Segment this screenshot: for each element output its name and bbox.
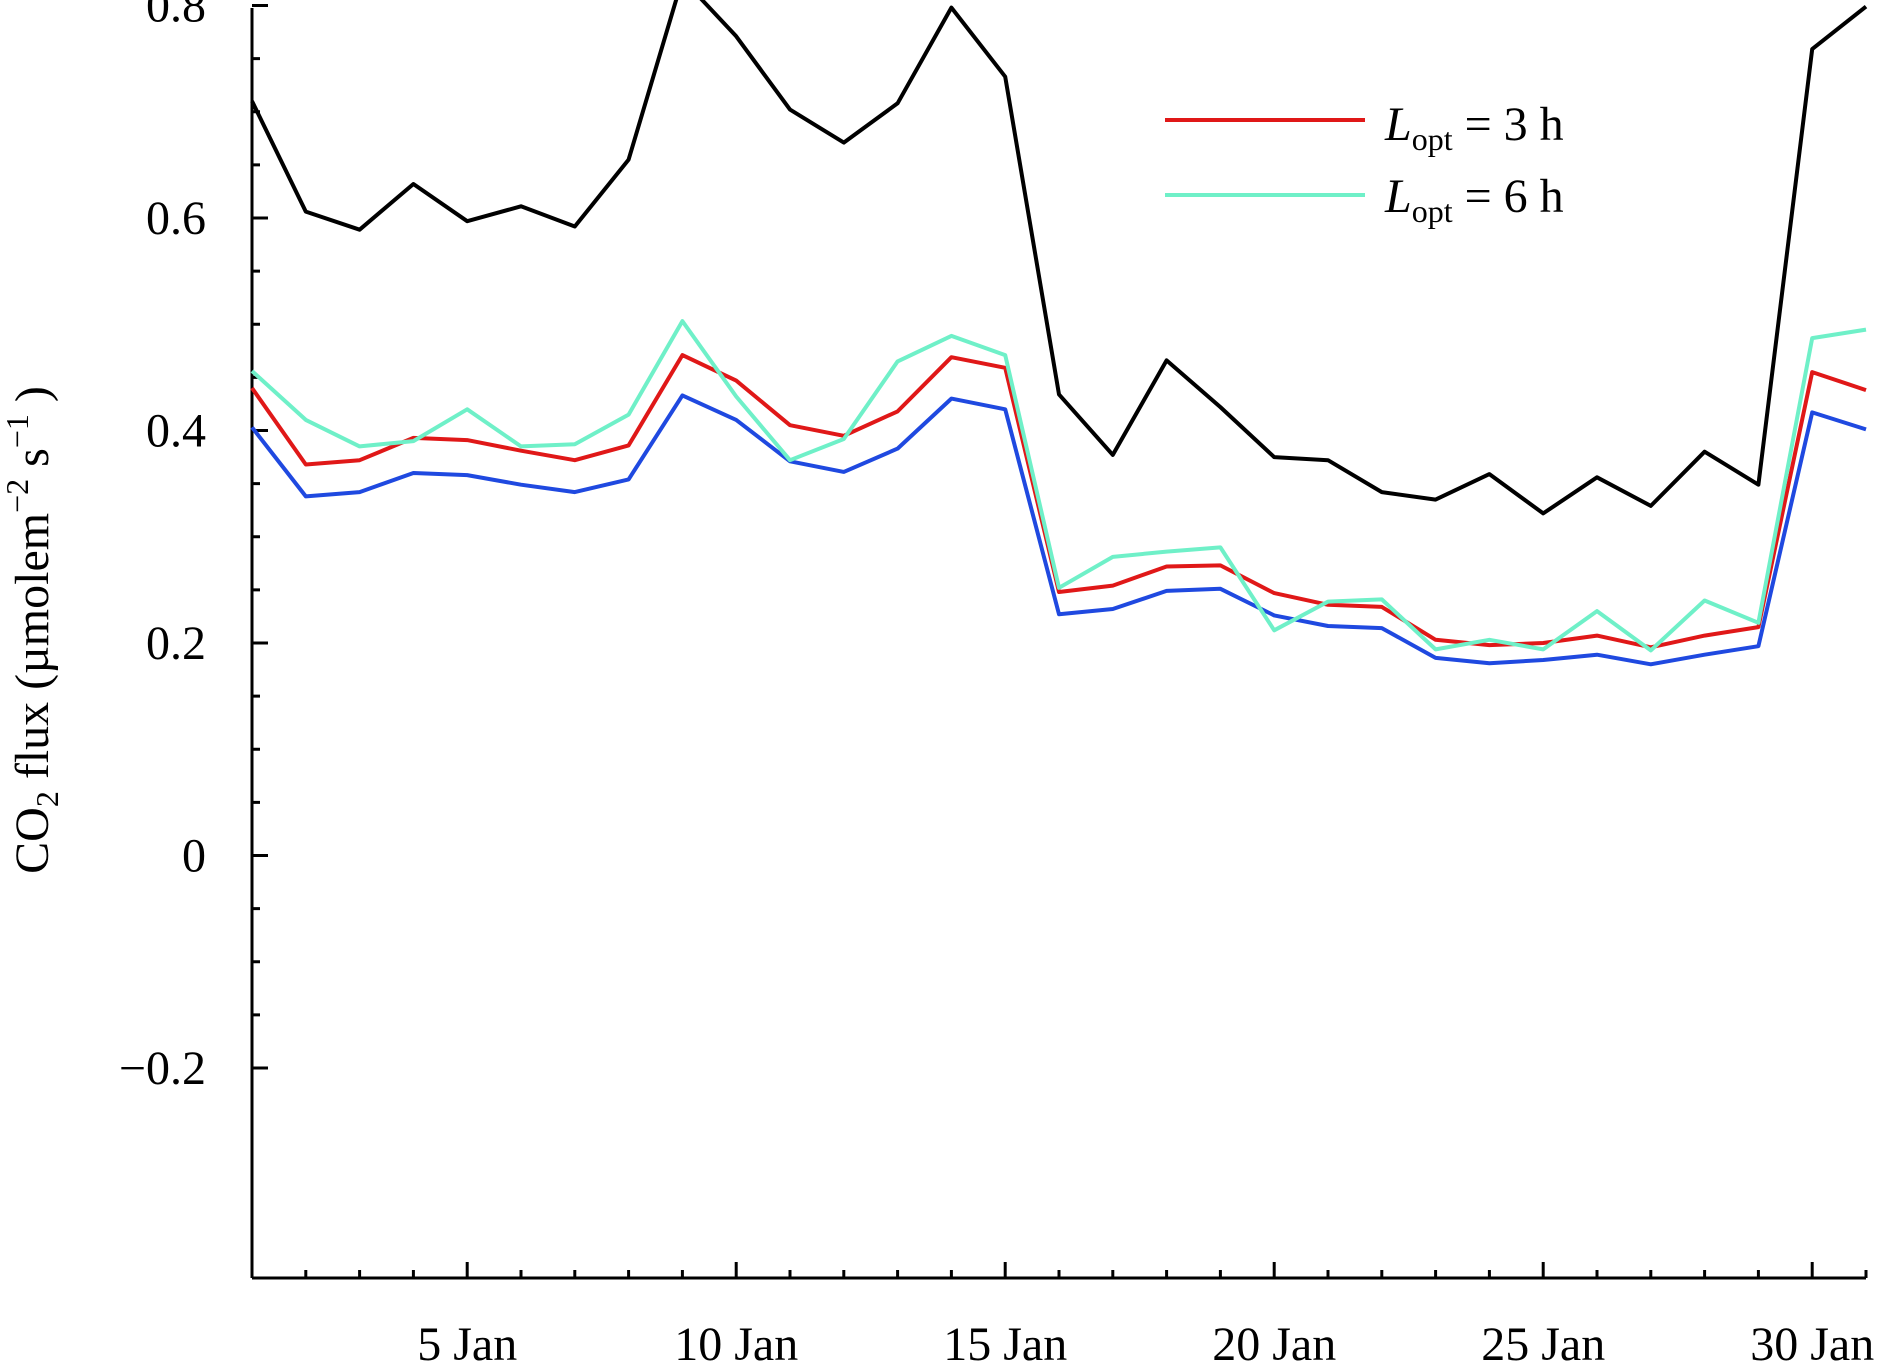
x-tick-label: 15 Jan xyxy=(943,1318,1067,1366)
series-line-aquamarine xyxy=(250,319,1867,653)
ylabel-sup1: −2 xyxy=(0,479,35,513)
legend-entry-red: Lopt = 3 h xyxy=(1165,98,1564,157)
y-tick-label: 0.8 xyxy=(146,0,206,33)
x-ticks xyxy=(250,1262,1868,1278)
legend-label-aquamarine: Lopt = 6 h xyxy=(1384,170,1564,229)
x-tick-labels: 5 Jan 10 Jan 15 Jan 20 Jan 25 Jan 30 Jan xyxy=(417,1318,1874,1366)
y-tick-label: 0.4 xyxy=(146,405,206,458)
legend-red-rest: = 3 h xyxy=(1453,98,1564,151)
axes xyxy=(250,4,1868,1280)
y-tick-label: 0.2 xyxy=(146,617,206,670)
x-tick-label: 10 Jan xyxy=(674,1318,798,1366)
legend-aqua-rest: = 6 h xyxy=(1453,170,1564,223)
series-group xyxy=(250,0,1868,667)
legend: Lopt = 3 h Lopt = 6 h xyxy=(1165,98,1564,229)
x-tick-label: 20 Jan xyxy=(1212,1318,1336,1366)
y-tick-label: 0.6 xyxy=(146,192,206,245)
series-line-red xyxy=(250,353,1867,650)
ylabel-sub: 2 xyxy=(29,791,65,807)
x-tick-label: 5 Jan xyxy=(417,1318,517,1366)
y-major-ticks xyxy=(252,4,268,1070)
x-tick-label: 25 Jan xyxy=(1481,1318,1605,1366)
legend-entry-aquamarine: Lopt = 6 h xyxy=(1165,170,1564,229)
y-tick-label: 0 xyxy=(182,830,206,883)
legend-aqua-italic: L xyxy=(1384,170,1412,223)
y-axis-title: CO2 flux (µmolem−2 s−1 ) xyxy=(0,386,65,874)
ylabel-middle: flux (µmolem xyxy=(6,513,59,791)
legend-label-red: Lopt = 3 h xyxy=(1384,98,1564,157)
legend-red-sub: opt xyxy=(1412,121,1453,157)
ylabel-suffix: ) xyxy=(6,386,59,414)
legend-aqua-sub: opt xyxy=(1412,193,1453,229)
ylabel-sup2: −1 xyxy=(0,414,35,448)
series-line-black xyxy=(250,0,1868,516)
legend-red-italic: L xyxy=(1384,98,1412,151)
ylabel-s: s xyxy=(6,448,59,479)
y-tick-labels: −0.2 0 0.2 0.4 0.6 0.8 xyxy=(119,0,206,1095)
ylabel-prefix: CO xyxy=(6,807,59,874)
x-tick-label: 30 Jan xyxy=(1750,1318,1874,1366)
y-tick-label: −0.2 xyxy=(119,1042,206,1095)
series-line-blue xyxy=(250,393,1867,667)
